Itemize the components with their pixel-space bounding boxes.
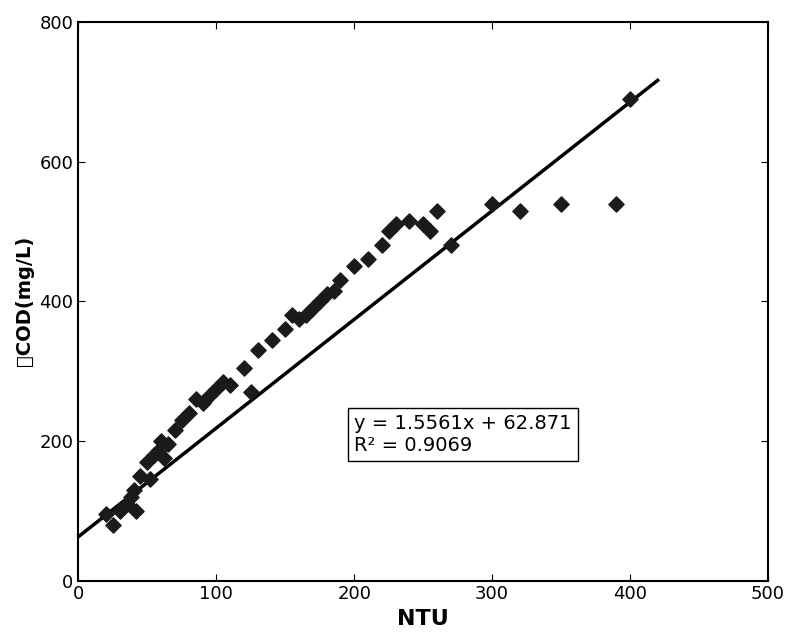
- Point: [190, 394, 202, 404]
- Point: [196, 397, 209, 408]
- Point: [238, 363, 250, 373]
- Point: [390, 220, 402, 230]
- Point: [348, 261, 361, 272]
- Point: [375, 240, 388, 251]
- Point: [99, 509, 112, 520]
- Point: [148, 450, 161, 460]
- Point: [430, 205, 443, 216]
- Point: [175, 415, 188, 425]
- Point: [362, 254, 374, 265]
- Point: [224, 380, 237, 390]
- Point: [251, 345, 264, 355]
- Point: [293, 314, 306, 324]
- Point: [152, 446, 165, 457]
- Point: [486, 198, 498, 209]
- Point: [314, 296, 326, 307]
- Point: [444, 240, 457, 251]
- Point: [424, 226, 437, 236]
- Point: [299, 310, 312, 321]
- Point: [610, 198, 622, 209]
- Point: [127, 485, 140, 495]
- Point: [106, 520, 119, 530]
- Point: [327, 286, 340, 296]
- Point: [162, 439, 174, 450]
- Point: [130, 506, 142, 516]
- Point: [554, 198, 567, 209]
- Point: [125, 491, 138, 502]
- Point: [624, 93, 637, 104]
- X-axis label: NTU: NTU: [398, 609, 449, 629]
- Point: [217, 377, 230, 387]
- Point: [382, 226, 395, 236]
- Point: [120, 498, 133, 509]
- Point: [154, 436, 167, 446]
- Point: [320, 289, 333, 299]
- Point: [279, 324, 292, 334]
- Point: [334, 275, 347, 285]
- Point: [286, 310, 298, 321]
- Point: [265, 334, 278, 345]
- Y-axis label: 总COD(mg/L): 总COD(mg/L): [15, 236, 34, 366]
- Point: [158, 453, 170, 464]
- Point: [182, 408, 195, 418]
- Point: [417, 220, 430, 230]
- Point: [169, 425, 182, 435]
- Point: [134, 471, 147, 481]
- Point: [245, 387, 258, 397]
- Point: [306, 303, 319, 314]
- Point: [141, 457, 154, 467]
- Point: [144, 474, 157, 484]
- Point: [403, 216, 416, 226]
- Point: [114, 506, 126, 516]
- Point: [203, 390, 216, 401]
- Text: y = 1.5561x + 62.871
R² = 0.9069: y = 1.5561x + 62.871 R² = 0.9069: [354, 414, 572, 455]
- Point: [514, 205, 526, 216]
- Point: [210, 383, 222, 393]
